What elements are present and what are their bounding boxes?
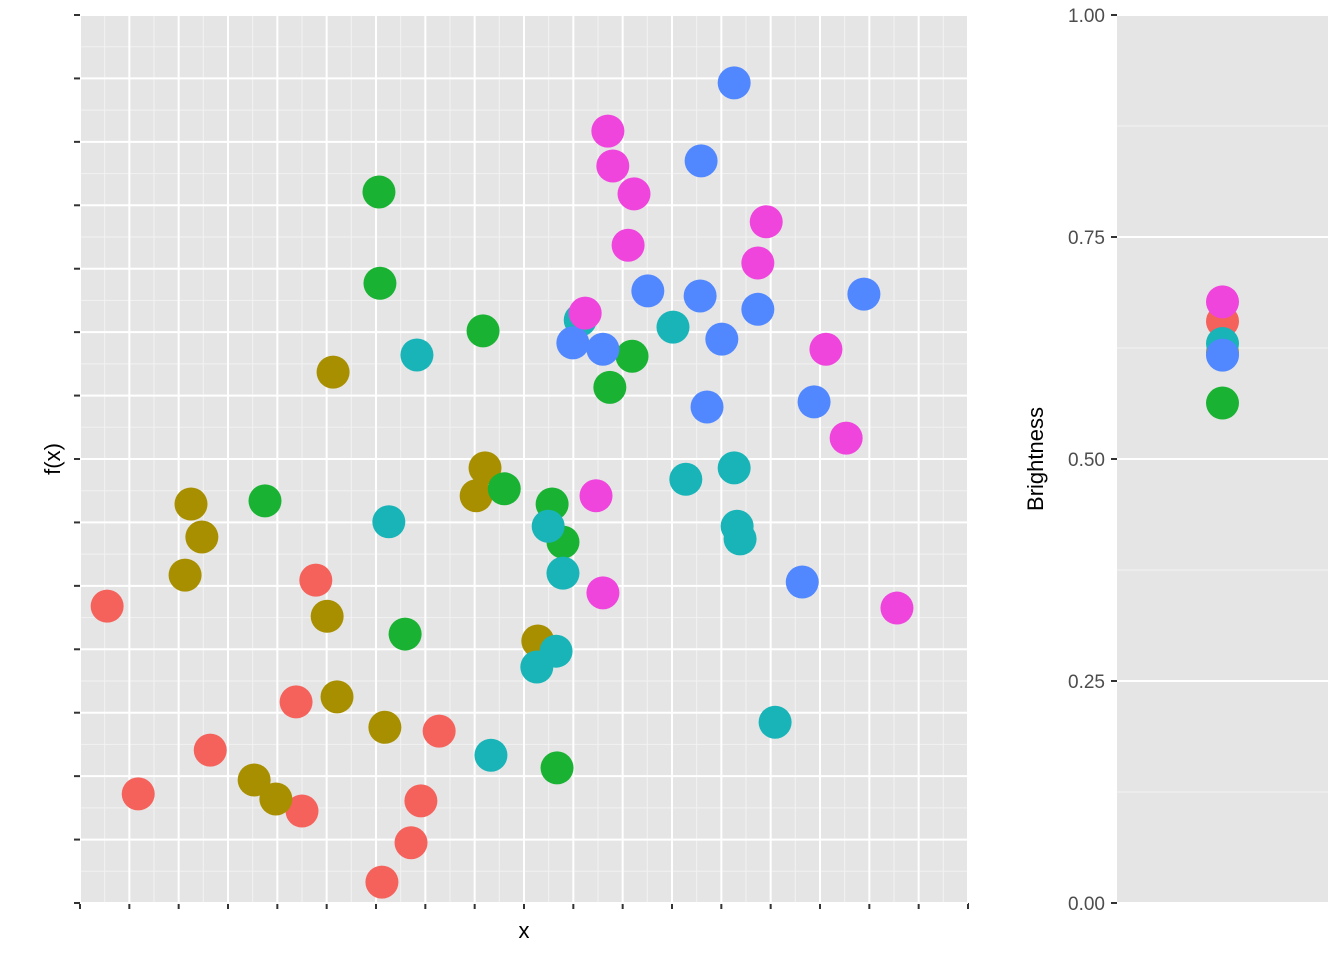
data-point-group-2	[468, 451, 502, 485]
data-point-group-1	[285, 794, 319, 828]
data-point-group-5	[717, 66, 751, 100]
x-axis-label: x	[519, 918, 530, 943]
brightness-point-group-3	[1206, 386, 1239, 420]
y-tick-label: 1.00	[1068, 6, 1105, 27]
data-point-group-4	[539, 634, 573, 668]
data-point-group-2	[185, 520, 219, 554]
data-point-group-6	[591, 114, 625, 148]
data-point-group-4	[758, 705, 792, 739]
data-point-group-3	[388, 617, 422, 651]
data-point-group-2	[459, 479, 493, 513]
data-point-group-1	[121, 777, 155, 811]
data-point-group-6	[880, 591, 914, 625]
data-point-group-4	[531, 509, 565, 543]
data-point-group-3	[362, 175, 396, 209]
data-point-group-5	[785, 565, 819, 599]
data-point-group-1	[365, 865, 399, 899]
data-point-group-2	[259, 782, 293, 816]
data-point-group-1	[193, 733, 227, 767]
data-point-group-1	[404, 784, 438, 818]
data-point-group-3	[615, 339, 649, 373]
brightness-point-group-5	[1206, 338, 1239, 372]
data-point-group-5	[705, 322, 739, 356]
data-point-group-6	[568, 296, 602, 330]
data-point-group-6	[829, 421, 863, 455]
data-point-group-6	[749, 205, 783, 239]
data-point-group-4	[546, 556, 580, 590]
data-point-group-3	[593, 370, 627, 404]
y-tick-label: 0.00	[1068, 894, 1105, 915]
data-point-group-1	[90, 589, 124, 623]
data-point-group-2	[310, 599, 344, 633]
data-point-group-5	[683, 279, 717, 313]
data-point-group-6	[809, 332, 843, 366]
data-point-group-2	[316, 355, 350, 389]
data-point-group-2	[320, 680, 354, 714]
data-point-group-5	[797, 385, 831, 419]
data-point-group-3	[540, 751, 574, 785]
y-axis-label: f(x)	[40, 443, 65, 475]
data-point-group-6	[617, 177, 651, 211]
data-point-group-1	[394, 826, 428, 860]
data-point-group-5	[847, 277, 881, 311]
data-point-group-4	[400, 338, 434, 372]
brightness-axis-label: Brightness	[1023, 407, 1048, 511]
data-point-group-2	[368, 710, 402, 744]
data-point-group-1	[299, 563, 333, 597]
main-scatter-panel	[74, 14, 969, 909]
data-point-group-3	[248, 484, 282, 518]
data-point-group-5	[690, 390, 724, 424]
y-tick-label: 0.25	[1068, 672, 1105, 693]
data-point-group-3	[466, 314, 500, 348]
data-point-group-4	[717, 451, 751, 485]
data-point-group-3	[363, 266, 397, 300]
data-point-group-4	[474, 738, 508, 772]
data-point-group-6	[596, 149, 630, 183]
data-point-group-5	[631, 274, 665, 308]
brightness-point-group-6	[1206, 285, 1239, 319]
data-point-group-2	[168, 558, 202, 592]
data-point-group-4	[372, 505, 406, 539]
data-point-group-5	[556, 326, 590, 360]
data-point-group-4	[723, 522, 757, 556]
data-point-group-2	[174, 487, 208, 521]
y-tick-label: 0.50	[1068, 450, 1105, 471]
data-point-group-3	[487, 472, 521, 506]
data-point-group-6	[741, 246, 775, 280]
data-point-group-5	[684, 144, 718, 178]
data-point-group-6	[579, 479, 613, 513]
data-point-group-1	[279, 685, 313, 719]
brightness-panel: 0.00 0.25 0.50 0.75 1.00	[1068, 6, 1328, 915]
data-point-group-6	[586, 576, 620, 610]
data-point-group-2	[237, 763, 271, 797]
data-point-group-1	[422, 714, 456, 748]
data-point-group-4	[656, 310, 690, 344]
data-point-group-5	[586, 332, 620, 366]
y-tick-label: 0.75	[1068, 228, 1105, 249]
data-point-group-5	[741, 292, 775, 326]
data-point-group-6	[611, 228, 645, 262]
data-point-group-4	[669, 462, 703, 496]
